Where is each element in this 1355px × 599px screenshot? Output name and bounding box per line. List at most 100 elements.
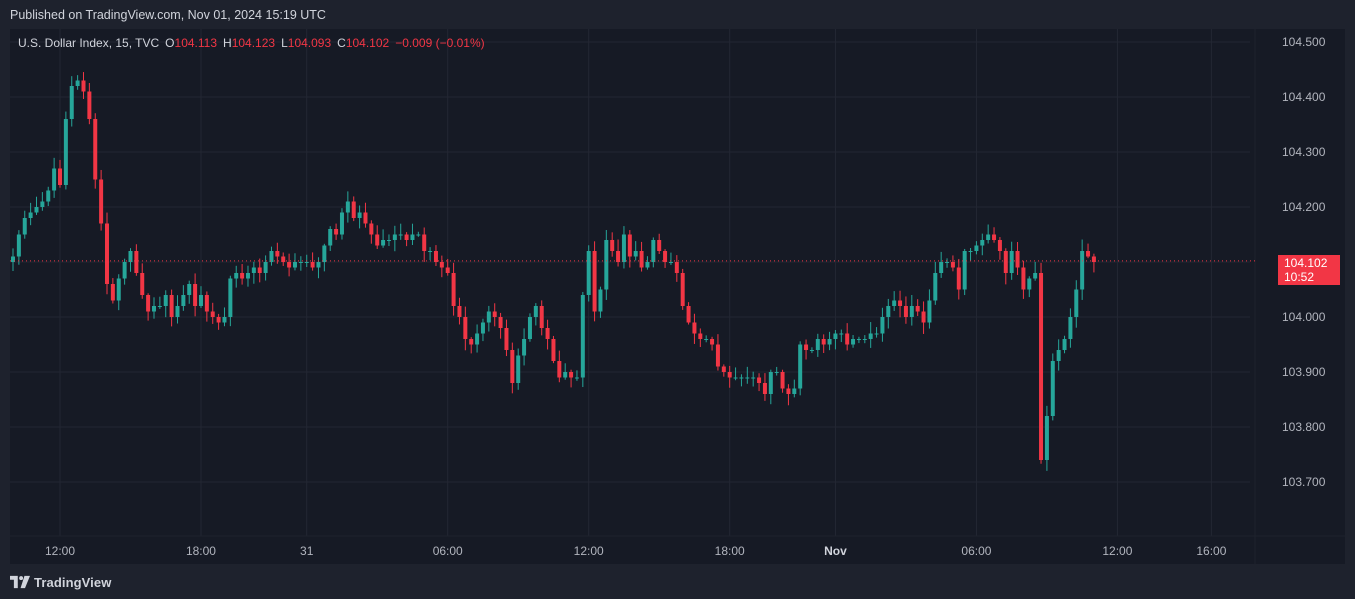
- candle-body: [715, 344, 720, 367]
- candle-body: [181, 295, 186, 306]
- candle-body: [439, 262, 444, 268]
- candle-body: [486, 311, 491, 323]
- candle-body: [339, 212, 344, 235]
- candle-body: [833, 333, 838, 339]
- price-tick-label: 103.900: [1282, 365, 1326, 379]
- candle-body: [228, 278, 233, 317]
- candle-body: [909, 306, 914, 317]
- candle-body: [527, 317, 532, 339]
- candle-body: [992, 234, 997, 240]
- candle-body: [945, 262, 950, 263]
- candle-body: [915, 306, 920, 312]
- candle-body: [1091, 256, 1096, 262]
- candle-body: [762, 383, 767, 394]
- price-axis[interactable]: 104.500104.400104.300104.200104.100104.0…: [1254, 29, 1326, 564]
- time-tick-label: 06:00: [433, 544, 463, 558]
- candle-body: [1015, 251, 1020, 268]
- footer: TradingView: [10, 573, 111, 591]
- time-tick-label: 12:00: [574, 544, 604, 558]
- candle-body: [522, 339, 527, 356]
- candle-body: [134, 251, 139, 273]
- candle-body: [16, 234, 21, 257]
- candle-body: [903, 306, 908, 317]
- candle-body: [980, 240, 985, 246]
- candle-body: [939, 262, 944, 273]
- legend-low: 104.093: [287, 36, 332, 50]
- tradingview-brand[interactable]: TradingView: [34, 574, 112, 590]
- candle-body: [1039, 273, 1044, 460]
- candle-body: [1056, 350, 1061, 361]
- candle-body: [645, 262, 650, 268]
- time-axis[interactable]: 12:00 18:00 31 06:00 12:00 18:00 Nov 06:00 12:00…: [10, 535, 1345, 558]
- candle-body: [492, 311, 497, 317]
- candle-body: [880, 317, 885, 334]
- candle-body: [463, 317, 468, 339]
- candle-body: [234, 273, 239, 279]
- candle-body: [592, 251, 597, 312]
- published-text: Published on TradingView.com, Nov 01, 20…: [10, 8, 326, 22]
- candle-body: [1021, 267, 1026, 290]
- legend-open: 104.113: [174, 36, 218, 50]
- candle-body: [169, 295, 174, 317]
- candle-body: [621, 234, 626, 262]
- time-tick-label: Nov: [824, 544, 847, 558]
- candle-body: [862, 339, 867, 340]
- candle-body: [351, 201, 356, 218]
- candle-body: [751, 377, 756, 379]
- candle-body: [868, 333, 873, 339]
- price-tick-label: 104.200: [1282, 200, 1326, 214]
- candle-body: [245, 273, 250, 279]
- time-tick-label: 06:00: [961, 544, 991, 558]
- candlestick-chart[interactable]: 104.500104.400104.300104.200104.100104.0…: [10, 29, 1345, 564]
- candle-body: [1074, 289, 1079, 317]
- candle-body: [187, 284, 192, 295]
- candle-body: [386, 240, 391, 241]
- candle-body: [69, 86, 74, 119]
- candle-body: [809, 350, 814, 351]
- candle-body: [216, 317, 221, 323]
- candle-body: [851, 339, 856, 345]
- candle-body: [381, 240, 386, 246]
- candle-body: [204, 295, 209, 312]
- time-tick-label: 16:00: [1196, 544, 1226, 558]
- candle-body: [457, 306, 462, 317]
- time-tick-label: 12:00: [45, 544, 75, 558]
- candle-body: [451, 273, 456, 306]
- candle-body: [569, 372, 574, 378]
- last-price-badge: 104.102 10:52: [1278, 255, 1340, 285]
- candle-body: [962, 251, 967, 290]
- price-tick-label: 104.400: [1282, 90, 1326, 104]
- candle-body: [974, 245, 979, 251]
- candle-body: [710, 339, 715, 345]
- candle-body: [410, 234, 415, 240]
- candle-body: [574, 377, 579, 379]
- legend-low-label: L: [281, 36, 288, 50]
- candle-body: [921, 311, 926, 323]
- candle-body: [292, 262, 297, 268]
- candle-body: [516, 355, 521, 383]
- candle-body: [997, 240, 1002, 251]
- candle-body: [1033, 273, 1038, 279]
- candle-body: [821, 339, 826, 345]
- candle-body: [422, 234, 427, 251]
- candle-body: [151, 306, 156, 312]
- candle-body: [539, 306, 544, 328]
- price-tick-label: 103.800: [1282, 420, 1326, 434]
- legend-high: 104.123: [231, 36, 276, 50]
- candle-body: [933, 273, 938, 301]
- candle-body: [222, 317, 227, 323]
- chart-area[interactable]: 104.500104.400104.300104.200104.100104.0…: [10, 29, 1345, 564]
- tradingview-logo-icon[interactable]: [10, 575, 30, 589]
- candle-body: [739, 377, 744, 379]
- candle-body: [774, 372, 779, 373]
- candle-body: [780, 372, 785, 389]
- candle-body: [52, 168, 57, 191]
- candle-body: [46, 190, 51, 202]
- candle-body: [93, 119, 98, 180]
- candle-body: [163, 295, 168, 306]
- chart-legend: U.S. Dollar Index, 15, TVC O104.113 H104.1…: [18, 36, 485, 50]
- candle-body: [886, 306, 891, 317]
- candle-body: [433, 251, 438, 262]
- published-bar: Published on TradingView.com, Nov 01, 20…: [0, 0, 1355, 30]
- candle-body: [11, 256, 15, 262]
